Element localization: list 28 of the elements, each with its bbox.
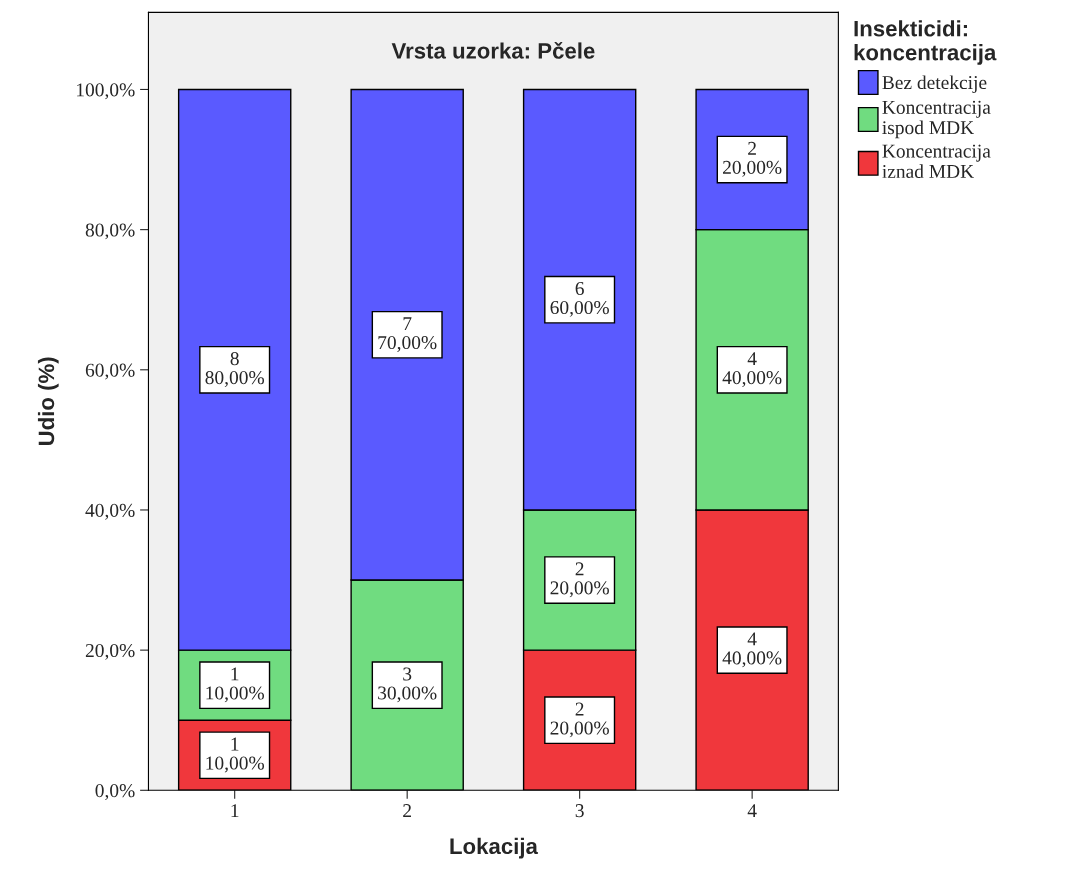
data-label: 4 40,00%: [722, 352, 782, 387]
x-tick-label: 4: [747, 804, 757, 817]
y-tick-label: 60,0%: [85, 363, 135, 380]
data-label: 2 20,00%: [550, 702, 609, 738]
legend-label: Koncentracija ispod MDK: [882, 100, 991, 139]
data-label: 6 60,00%: [550, 282, 609, 317]
x-tick-label: 1: [231, 804, 239, 817]
y-tick-label: 100,0%: [77, 83, 135, 100]
data-label: 1 10,00%: [206, 737, 264, 773]
y-tick-label: 20,0%: [85, 643, 135, 660]
legend-title: Insekticidi: koncentracija: [854, 20, 997, 65]
y-tick-label: 40,0%: [85, 503, 135, 520]
data-label: 2 20,00%: [723, 141, 782, 177]
y-tick-label: 80,0%: [85, 223, 135, 240]
legend-label: Koncentracija iznad MDK: [882, 144, 991, 179]
data-label: 2 20,00%: [550, 562, 609, 598]
x-tick-label: 2: [403, 804, 411, 817]
x-tick-label: 3: [575, 804, 584, 818]
text: Vrsta uzorka: Pčele: [391, 41, 595, 59]
y-tick-label: 0,0%: [95, 784, 135, 801]
legend-label: Bez detekcije: [882, 75, 987, 94]
data-label: 8 80,00%: [205, 352, 264, 387]
data-label: 7 70,00%: [378, 317, 437, 352]
data-label: 3 30,00%: [378, 667, 437, 703]
data-label: 1 10,00%: [206, 667, 264, 703]
x-axis-title: Lokacija: [450, 837, 539, 859]
data-label: 4 40,00%: [722, 632, 782, 668]
y-axis-title: Udio (%): [37, 357, 59, 446]
